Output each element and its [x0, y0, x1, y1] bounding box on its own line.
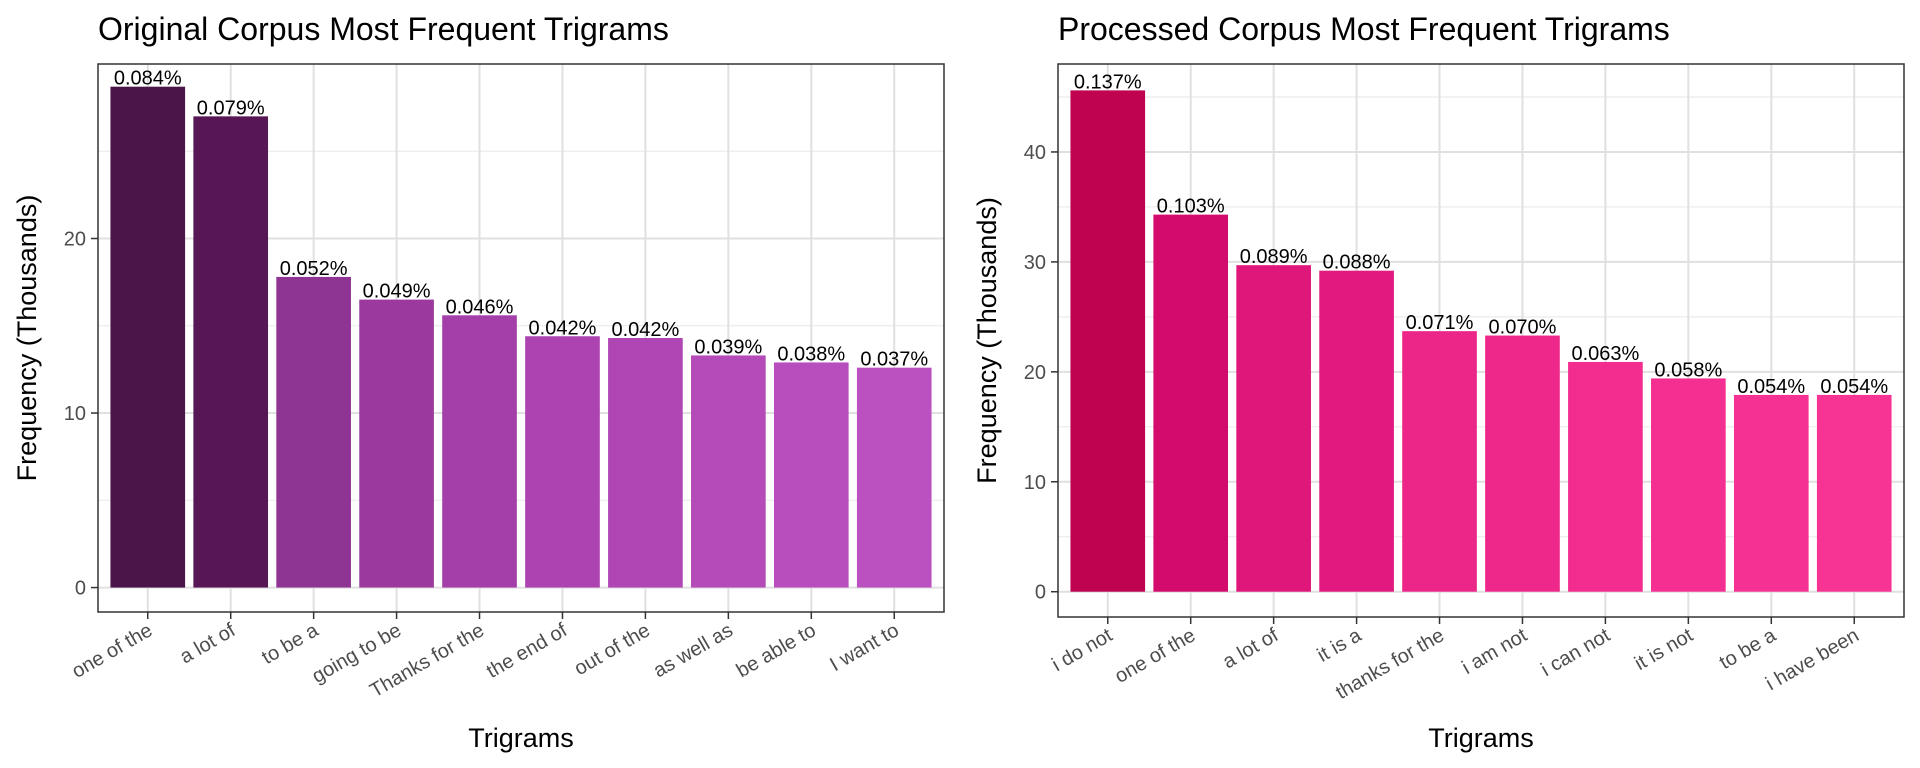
bars [110, 86, 932, 588]
data-label: 0.070% [1489, 317, 1557, 339]
chart-title: Processed Corpus Most Frequent Trigrams [1058, 11, 1670, 47]
bars [1070, 90, 1892, 592]
data-label: 0.049% [363, 281, 431, 303]
y-tick-label: 10 [64, 403, 86, 425]
data-label: 0.084% [114, 68, 182, 90]
x-tick-label: as well as [650, 619, 737, 682]
x-tick-label: i can not [1537, 624, 1614, 681]
x-axis-title: Trigrams [468, 723, 574, 753]
y-tick-label: 10 [1024, 472, 1046, 494]
x-tick-label: I want to [826, 619, 902, 676]
bar [1485, 335, 1560, 592]
x-tick-label: it is not [1631, 624, 1697, 675]
y-tick-label: 40 [1024, 142, 1046, 164]
data-label: 0.054% [1820, 376, 1888, 398]
data-label: 0.037% [860, 349, 928, 371]
bar [359, 299, 434, 588]
y-axis-title: Frequency (Thousands) [972, 197, 1002, 484]
bar [1070, 90, 1146, 592]
data-label: 0.054% [1737, 376, 1805, 398]
data-labels: 0.084% 0.079% 0.052% 0.049% 0.046% 0.042% 0.04… [114, 68, 929, 371]
bar [1651, 378, 1726, 592]
bar [193, 116, 269, 588]
data-label: 0.046% [446, 296, 514, 318]
x-tick-label: i have been [1762, 624, 1863, 695]
y-tick-label: 0 [75, 578, 86, 600]
data-labels: 0.137% 0.103% 0.089% 0.088% 0.071% 0.070% 0.06… [1074, 71, 1889, 398]
bar [608, 338, 683, 588]
y-tick-label: 30 [1024, 252, 1046, 274]
x-tick-label: i do not [1048, 624, 1116, 676]
data-label: 0.103% [1157, 196, 1225, 218]
x-tick-label: a lot of [1219, 624, 1282, 673]
bar [1402, 331, 1477, 592]
x-axis-title: Trigrams [1428, 723, 1534, 753]
x-tick-label: out of the [571, 619, 654, 680]
data-label: 0.039% [694, 336, 762, 358]
data-label: 0.042% [611, 319, 679, 341]
plot-border [97, 63, 945, 613]
data-label: 0.071% [1406, 312, 1474, 334]
data-label: 0.042% [529, 317, 597, 339]
bar [856, 367, 932, 588]
bar [1236, 265, 1311, 592]
bar [110, 86, 186, 588]
y-axis-title: Frequency (Thousands) [12, 195, 42, 482]
x-tick-label: it is a [1314, 624, 1366, 667]
x-tick-label: be able to [733, 619, 820, 682]
bar [773, 362, 849, 588]
x-tick-label: to be a [1716, 624, 1781, 674]
chart-processed-corpus: Processed Corpus Most Frequent Trigrams 0… [960, 0, 1920, 768]
bar [442, 315, 517, 588]
data-label: 0.063% [1571, 343, 1639, 365]
x-tick-label: i am not [1458, 624, 1531, 679]
x-tick-label: a lot of [176, 619, 239, 668]
y-tick-label: 0 [1035, 582, 1046, 604]
bar [276, 276, 351, 588]
data-label: 0.089% [1240, 246, 1308, 268]
y-axis: 0 10 20 30 40 [1024, 142, 1058, 604]
x-tick-label: one of the [68, 619, 156, 683]
bar [691, 355, 766, 588]
data-label: 0.137% [1074, 71, 1142, 93]
bar [1319, 270, 1394, 592]
bar [1733, 394, 1809, 592]
data-label: 0.058% [1654, 359, 1722, 381]
data-label: 0.088% [1323, 252, 1391, 274]
bar [1816, 394, 1892, 592]
x-tick-label: the end of [483, 619, 571, 683]
x-tick-label: one of the [1111, 624, 1199, 688]
x-tick-label: to be a [258, 619, 323, 669]
bar [1153, 214, 1229, 592]
chart-svg: Processed Corpus Most Frequent Trigrams 0… [972, 11, 1905, 753]
y-axis: 0 10 20 [64, 229, 98, 600]
data-label: 0.052% [280, 258, 348, 280]
y-tick-label: 20 [64, 229, 86, 251]
plot-border [1057, 63, 1905, 618]
y-tick-label: 20 [1024, 362, 1046, 384]
bar [525, 336, 600, 588]
data-label: 0.038% [777, 343, 845, 365]
bar [1568, 361, 1643, 592]
chart-original-corpus: Original Corpus Most Frequent Trigrams 0.… [12, 11, 945, 753]
chart-svg: Original Corpus Most Frequent Trigrams 0.… [12, 11, 945, 753]
chart-title: Original Corpus Most Frequent Trigrams [98, 11, 669, 47]
data-label: 0.079% [197, 97, 265, 119]
